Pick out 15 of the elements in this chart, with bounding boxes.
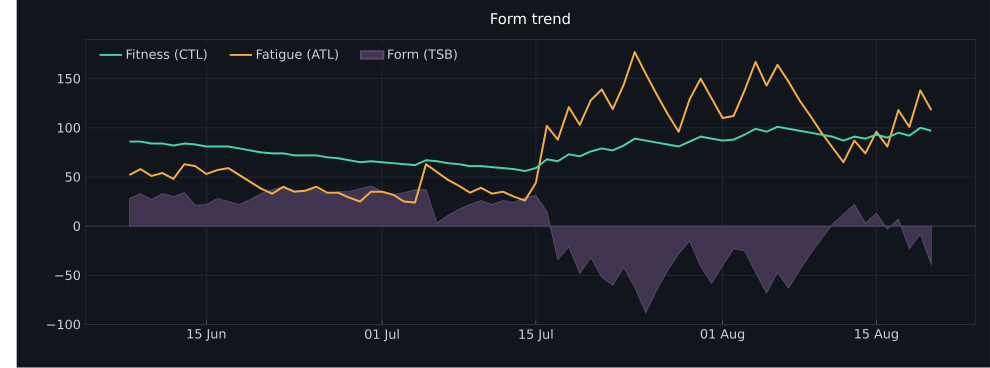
legend-label: Form (TSB) [388,49,457,61]
chart-title: Form trend [491,12,570,24]
y-tick-label: −100 [47,320,80,330]
x-tick-label: 01 Aug [700,329,744,342]
x-tick-label: 15 Aug [855,329,898,342]
y-tick-label: 0 [74,221,80,232]
x-tick-label: 01 Jul [365,329,399,342]
y-tick-label: 100 [58,123,80,133]
legend-label: Fatigue (ATL) [256,49,338,62]
y-tick-label: −50 [55,270,80,280]
y-tick-label: 50 [66,172,80,182]
x-tick-label: 15 Jun [188,329,226,342]
legend-label: Fitness (CTL) [126,49,207,61]
y-tick-label: 150 [58,74,80,84]
x-tick-label: 15 Jul [519,329,553,342]
